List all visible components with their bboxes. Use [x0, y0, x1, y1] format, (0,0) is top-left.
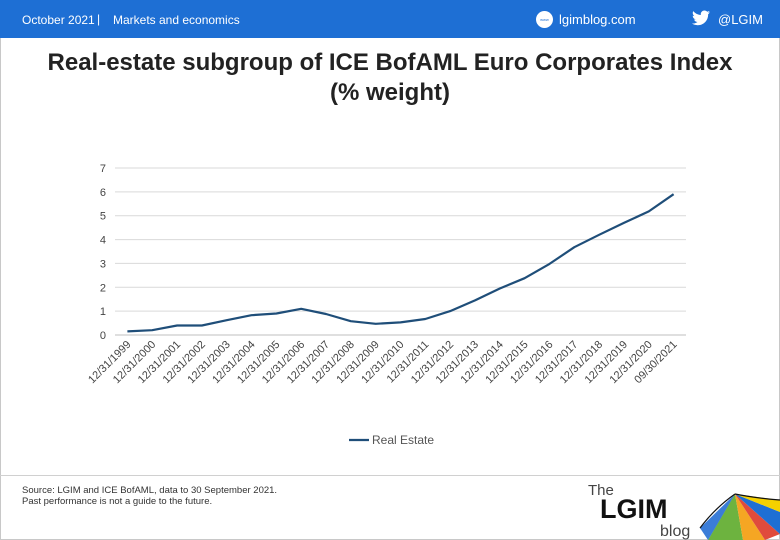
chart-title-line1: Real-estate subgroup of ICE BofAML Euro … — [47, 49, 733, 76]
source-line-1: Source: LGIM and ICE BofAML, data to 30 … — [22, 485, 278, 496]
header-separator: | — [97, 12, 101, 26]
line-chart: 0123456712/31/199912/31/200012/31/200112… — [86, 163, 686, 447]
legend-label: Real Estate — [372, 433, 434, 447]
y-tick-label: 7 — [100, 163, 106, 175]
logo-lgim: LGIM — [600, 494, 668, 524]
y-tick-label: 2 — [100, 282, 106, 294]
section-label[interactable]: Markets and economics — [113, 13, 240, 27]
umbrella-icon — [699, 493, 780, 540]
y-tick-label: 1 — [100, 306, 106, 318]
y-tick-label: 0 — [100, 330, 106, 342]
y-tick-label: 6 — [100, 187, 106, 199]
source-line-2: Past performance is not a guide to the f… — [22, 496, 213, 507]
footer-divider — [0, 475, 780, 476]
lgim-blog-logo: The LGIM blog — [588, 482, 780, 540]
source-note: Source: LGIM and ICE BofAML, data to 30 … — [22, 485, 277, 507]
chart-title-line2: (% weight) — [330, 79, 450, 106]
chart-title: Real-estate subgroup of ICE BofAML Euro … — [0, 48, 780, 108]
globe-icon: www — [536, 11, 553, 28]
globe-icon-text: www — [540, 17, 549, 22]
y-tick-label: 5 — [100, 211, 106, 223]
blog-link[interactable]: lgimblog.com — [559, 12, 636, 27]
logo-blog: blog — [660, 523, 690, 540]
twitter-icon[interactable] — [692, 10, 710, 26]
logo-the: The — [588, 482, 614, 499]
y-tick-label: 4 — [100, 235, 106, 247]
publication-date: October 2021 — [22, 13, 95, 27]
twitter-handle[interactable]: @LGIM — [718, 12, 763, 27]
y-tick-label: 3 — [100, 258, 106, 270]
header-bar: October 2021 | Markets and economics www… — [0, 0, 780, 38]
